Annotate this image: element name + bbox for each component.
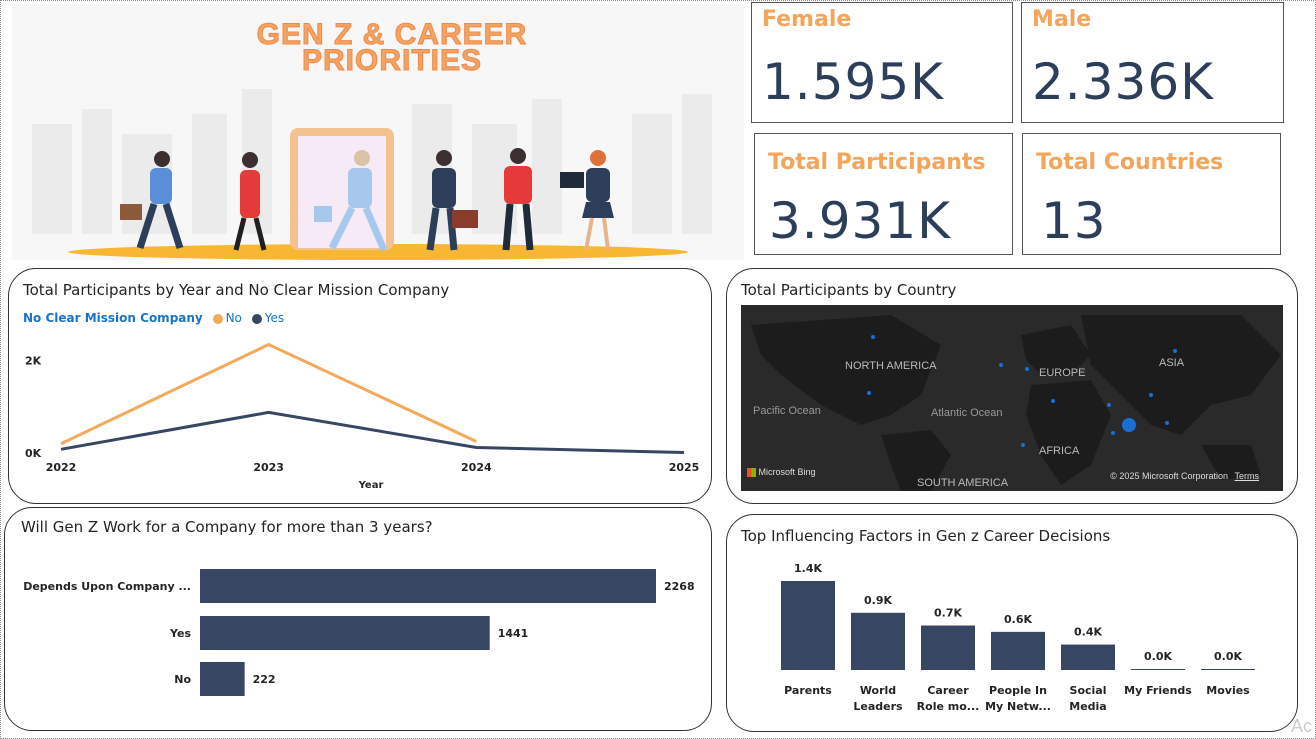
hero-banner: GEN Z & CAREER PRIORITIES: [12, 4, 744, 260]
bing-label: Microsoft Bing: [758, 467, 816, 477]
map-panel[interactable]: Total Participants by Country: [726, 268, 1298, 504]
category-label: Career: [927, 684, 969, 697]
kpi-label: Total Countries: [1036, 150, 1224, 175]
panel-title: Top Influencing Factors in Gen z Career …: [741, 527, 1111, 545]
kpi-value: 3.931K: [769, 192, 951, 250]
chart-legend[interactable]: No Clear Mission Company No Yes: [23, 311, 284, 325]
map-label: ASIA: [1159, 357, 1185, 369]
category-label: Social: [1070, 684, 1107, 697]
data-label: 0.7K: [934, 607, 962, 620]
kpi-card-male: Male 2.336K: [1021, 2, 1284, 123]
column-chart[interactable]: 1.4K Parents 0.9K World Leaders 0.7K Career Rol…: [727, 515, 1299, 733]
column-bar: [851, 612, 905, 670]
microsoft-logo-icon: [747, 468, 756, 478]
kpi-label: Female: [762, 7, 852, 32]
map-label: EUROPE: [1039, 367, 1086, 379]
y-tick-label: 0K: [25, 447, 42, 460]
legend-title: No Clear Mission Company: [23, 311, 203, 325]
world-map[interactable]: NORTH AMERICA EUROPE ASIA AFRICA SOUTH A…: [741, 305, 1283, 491]
legend-dot-icon: [251, 313, 262, 324]
column-bar: [781, 581, 835, 670]
hero-title-line1: GEN Z & CAREER: [256, 18, 528, 51]
category-label: Movies: [1206, 684, 1250, 697]
panel-title: Total Participants by Country: [741, 281, 957, 299]
panel-title: Total Participants by Year and No Clear …: [23, 281, 450, 299]
people-figures: [120, 148, 614, 252]
line-chart[interactable]: 2K 0K 2022 2023 2024 2025 Year: [9, 269, 713, 505]
column-bar: [1201, 669, 1255, 670]
data-label: 0.4K: [1074, 626, 1102, 639]
map-label: AFRICA: [1039, 445, 1080, 457]
map-copyright: © 2025 Microsoft Corporation Terms: [1110, 471, 1259, 481]
series-line-yes: [60, 410, 685, 455]
influencing-factors-panel[interactable]: Top Influencing Factors in Gen z Career …: [726, 514, 1298, 732]
hero-illustration: [32, 89, 712, 260]
category-label: Yes: [169, 627, 191, 640]
kpi-card-female: Female 1.595K: [751, 2, 1013, 123]
watermark-text: Ac: [1290, 716, 1312, 736]
bar: [200, 569, 656, 603]
kpi-label: Male: [1032, 7, 1092, 32]
map-label: NORTH AMERICA: [845, 360, 937, 372]
category-label: Media: [1069, 700, 1106, 713]
bar: [200, 662, 245, 696]
retention-bar-panel[interactable]: Will Gen Z Work for a Company for more t…: [4, 507, 712, 731]
category-label: World: [860, 684, 896, 697]
kpi-card-total-participants: Total Participants 3.931K: [754, 133, 1013, 255]
hero-title-line2: PRIORITIES: [301, 44, 483, 77]
kpi-value: 1.595K: [762, 53, 944, 111]
kpi-value: 2.336K: [1032, 53, 1214, 111]
column-bar: [991, 631, 1045, 670]
data-label: 0.0K: [1144, 650, 1172, 663]
data-label: 222: [253, 673, 276, 686]
category-label: People In: [989, 684, 1047, 697]
column-bar: [1131, 669, 1185, 670]
x-axis-title: Year: [358, 480, 384, 491]
category-label: My Friends: [1124, 684, 1192, 697]
category-label: No: [174, 673, 191, 686]
legend-item-yes[interactable]: Yes: [251, 311, 285, 325]
bar: [200, 616, 490, 650]
category-label: Leaders: [853, 700, 903, 713]
x-tick-label: 2025: [669, 461, 700, 474]
category-label: Depends Upon Company ...: [23, 580, 191, 593]
horizontal-bar-chart[interactable]: Depends Upon Company ... 2268 Yes 1441 No 222: [5, 508, 713, 732]
kpi-value: 13: [1041, 192, 1107, 250]
map-label: Pacific Ocean: [753, 405, 821, 417]
panel-title: Will Gen Z Work for a Company for more t…: [21, 518, 433, 536]
map-label: Atlantic Ocean: [931, 407, 1003, 419]
column-bar: [921, 625, 975, 670]
kpi-card-total-countries: Total Countries 13: [1022, 133, 1281, 255]
data-label: 0.9K: [864, 594, 892, 607]
data-label: 1.4K: [794, 562, 822, 575]
series-line-no: [60, 342, 477, 446]
legend-label: Yes: [264, 311, 285, 325]
category-label: My Netw...: [985, 700, 1051, 713]
category-label: Role mo...: [917, 700, 980, 713]
data-label: 2268: [664, 580, 695, 593]
bing-logo: Microsoft Bing: [747, 467, 816, 478]
column-bar: [1061, 644, 1115, 670]
terms-link[interactable]: Terms: [1234, 471, 1260, 481]
data-label: 0.0K: [1214, 650, 1242, 663]
kpi-label: Total Participants: [768, 150, 986, 175]
legend-item-no[interactable]: No: [212, 311, 242, 325]
y-tick-label: 2K: [25, 355, 42, 368]
x-tick-label: 2023: [253, 461, 284, 474]
data-label: 1441: [498, 627, 529, 640]
x-tick-label: 2024: [461, 461, 492, 474]
line-chart-panel[interactable]: Total Participants by Year and No Clear …: [8, 268, 712, 504]
category-label: Parents: [784, 684, 832, 697]
x-tick-label: 2022: [46, 461, 77, 474]
map-label: SOUTH AMERICA: [917, 477, 1009, 489]
copyright-text: © 2025 Microsoft Corporation: [1110, 471, 1228, 481]
legend-dot-icon: [212, 313, 223, 324]
legend-label: No: [225, 311, 242, 325]
map-land: [751, 315, 1281, 491]
data-label: 0.6K: [1004, 613, 1032, 626]
